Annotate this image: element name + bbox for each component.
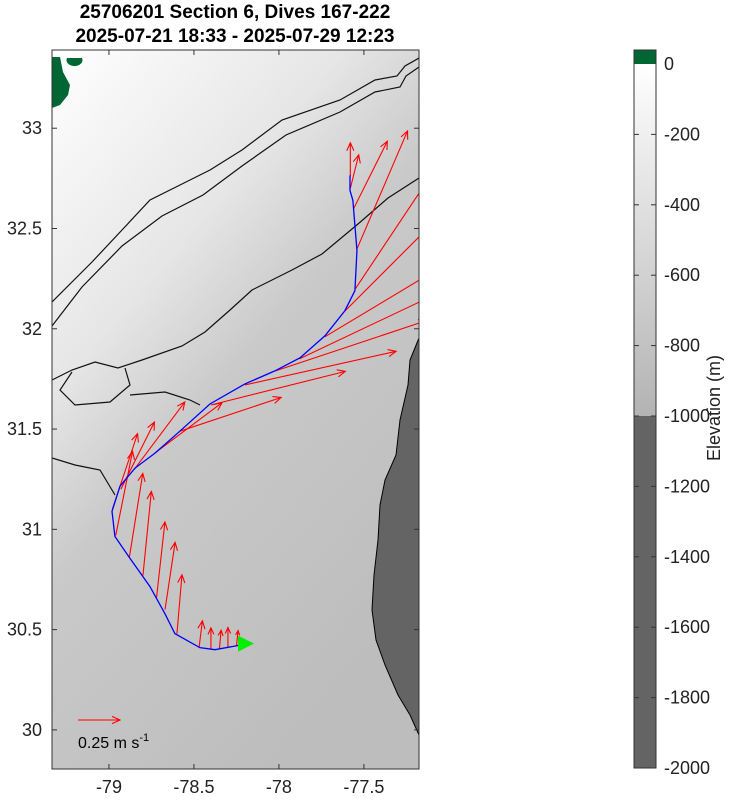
current-vectors [111, 129, 419, 650]
current-vector [134, 400, 186, 470]
current-vector [354, 192, 419, 289]
x-tick-label: -77.5 [343, 777, 384, 797]
colorbar-ticks: 0 -200 -400 -600 -800 -1000 -1200 -1400 -1600 -18… [634, 54, 710, 778]
current-vector [344, 236, 419, 312]
colorbar-tick-label: -2000 [664, 758, 710, 778]
current-vector [142, 490, 155, 576]
plot-frame [51, 49, 420, 770]
colorbar-label: Elevation (m) [704, 355, 724, 461]
colorbar-frame [633, 49, 657, 769]
current-vector [207, 626, 215, 650]
contour-line [129, 391, 201, 406]
contour-line [52, 177, 419, 381]
current-vector [235, 629, 241, 646]
axes: -79 -78.5 -78 -77.5 30 30.5 31 31.5 32 32.5 33 [7, 50, 419, 797]
colorbar-land [634, 50, 656, 64]
colorbar-tick-label: -400 [664, 195, 700, 215]
contour-line [52, 57, 419, 303]
y-tick-label: 31.5 [7, 419, 42, 439]
scale-arrow [78, 715, 122, 725]
current-vector [353, 140, 388, 209]
current-vector [356, 129, 409, 249]
y-tick-label: 33 [22, 118, 42, 138]
title-line-2: 2025-07-21 18:33 - 2025-07-29 12:23 [75, 26, 395, 47]
y-tick-label: 30.5 [7, 620, 42, 640]
depth-contours [52, 57, 419, 496]
colorbar-tick-label: -1400 [664, 547, 710, 567]
current-vector [197, 619, 206, 648]
current-vector [224, 626, 232, 648]
current-vector [244, 349, 398, 386]
x-tick-label: -78.5 [173, 777, 214, 797]
glider-track [111, 175, 358, 651]
glider-position-marker [238, 635, 255, 652]
colorbar-tick-label: 0 [664, 54, 674, 74]
scale-label: 0.25 m s-1 [78, 732, 149, 752]
current-vector [275, 319, 419, 372]
deep-water-region [371, 337, 419, 737]
current-vector [217, 628, 224, 649]
current-vector [176, 573, 186, 634]
land-patch [52, 57, 83, 108]
current-vector [155, 520, 169, 598]
current-vector [164, 541, 179, 610]
scale-vector [78, 715, 122, 725]
current-vector [349, 153, 361, 189]
colorbar-tick-label: -1000 [664, 406, 710, 426]
x-tick-label: -78 [266, 777, 292, 797]
current-vector [346, 141, 355, 177]
x-tick-label: -79 [96, 777, 122, 797]
current-vector [210, 369, 347, 406]
y-tick-label: 30 [22, 720, 42, 740]
colorbar-tick-label: -600 [664, 265, 700, 285]
y-tick-label: 32 [22, 319, 42, 339]
contour-line [59, 367, 131, 406]
colorbar-tick-label: -1800 [664, 688, 710, 708]
current-vector [180, 396, 283, 432]
colorbar-tick-label: -800 [664, 336, 700, 356]
y-tick-label: 32.5 [7, 218, 42, 238]
current-vector [115, 450, 136, 536]
contour-line [52, 66, 419, 327]
contour-line [52, 457, 116, 496]
colorbar-tick-label: -1200 [664, 476, 710, 496]
colorbar-tick-label: -200 [664, 124, 700, 144]
colorbar-shallow [634, 64, 656, 416]
colorbar-deep [634, 416, 656, 768]
current-vector [324, 279, 419, 338]
bathymetry-background [52, 50, 419, 769]
title-line-1: 25706201 Section 6, Dives 167-222 [79, 2, 391, 23]
y-tick-label: 31 [22, 519, 42, 539]
current-vector [299, 301, 419, 360]
current-vector [128, 472, 146, 558]
colorbar-tick-label: -1600 [664, 617, 710, 637]
